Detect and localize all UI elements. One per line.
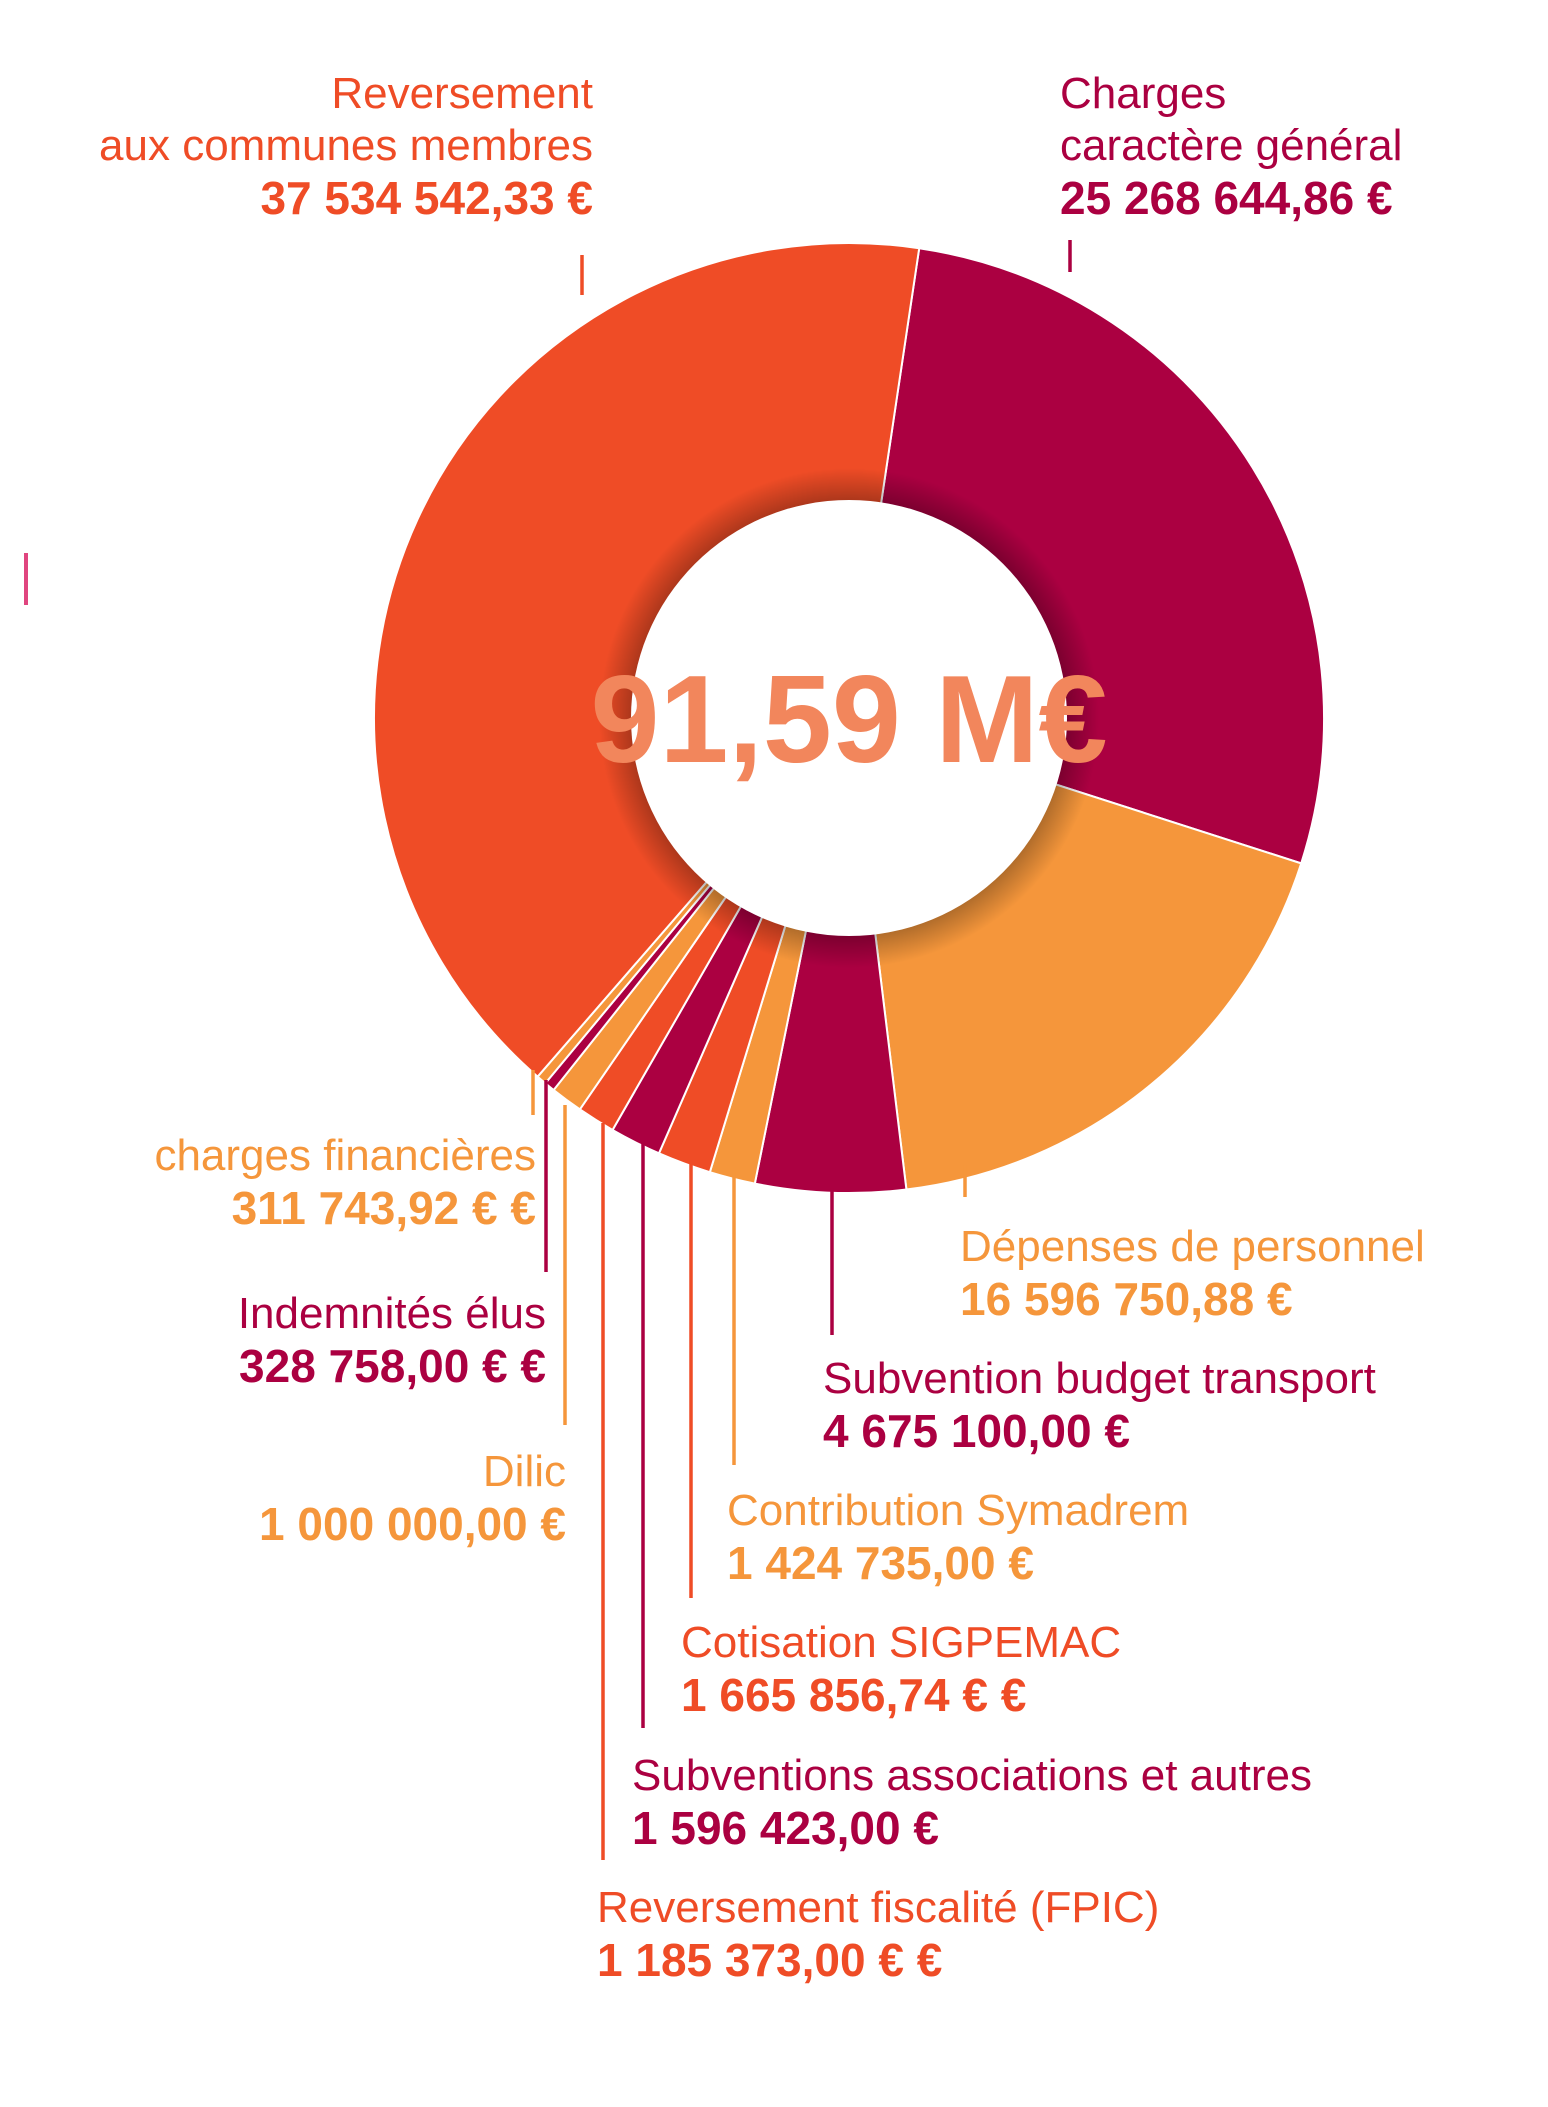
label-dilic: Dilic 1 000 000,00 € [259,1446,566,1550]
label-indemnites: Indemnités élus 328 758,00 € € [238,1288,546,1392]
label-value: 37 534 542,33 € [260,172,593,224]
label-value: 1 000 000,00 € [259,1498,566,1550]
label-value: 4 675 100,00 € [823,1405,1130,1457]
label-value: 328 758,00 € € [239,1340,546,1392]
label-value: 1 596 423,00 € [632,1802,939,1854]
label-value: 25 268 644,86 € [1060,172,1393,224]
label-name: Reversement aux communes membres [99,69,593,170]
label-value: 1 424 735,00 € [727,1537,1034,1589]
label-reversement-communes: Reversement aux communes membres 37 534 … [99,68,593,224]
label-value: 311 743,92 € € [231,1182,536,1234]
label-name: Cotisation SIGPEMAC [681,1618,1122,1667]
label-sigpemac: Cotisation SIGPEMAC 1 665 856,74 € € [681,1617,1121,1721]
edge-mark [24,553,28,605]
label-symadrem: Contribution Symadrem 1 424 735,00 € [727,1485,1189,1589]
label-personnel: Dépenses de personnel 16 596 750,88 € [960,1221,1425,1325]
label-value: 1 665 856,74 € € [681,1669,1027,1721]
label-name: Subvention budget transport [823,1354,1376,1403]
label-value: 16 596 750,88 € [960,1273,1293,1325]
label-name: Dilic [482,1447,566,1496]
label-transport: Subvention budget transport 4 675 100,00… [823,1353,1376,1457]
center-total: 91,59 M€ [590,651,1108,789]
donut-hole [631,500,1067,936]
label-name: Subventions associations et autres [632,1751,1312,1800]
label-name: Charges caractère général [1060,69,1403,170]
label-name: Indemnités élus [237,1289,546,1338]
label-charges-generales: Charges caractère général 25 268 644,86 … [1060,68,1402,224]
label-fpic: Reversement fiscalité (FPIC) 1 185 373,0… [597,1882,1159,1986]
label-associations: Subventions associations et autres 1 596… [632,1750,1312,1854]
label-name: Contribution Symadrem [727,1486,1190,1535]
label-value: 1 185 373,00 € € [597,1934,943,1986]
label-name: charges financières [154,1131,536,1180]
label-name: Dépenses de personnel [960,1222,1425,1271]
label-name: Reversement fiscalité (FPIC) [597,1883,1160,1932]
label-financieres: charges financières 311 743,92 € € [154,1130,536,1234]
